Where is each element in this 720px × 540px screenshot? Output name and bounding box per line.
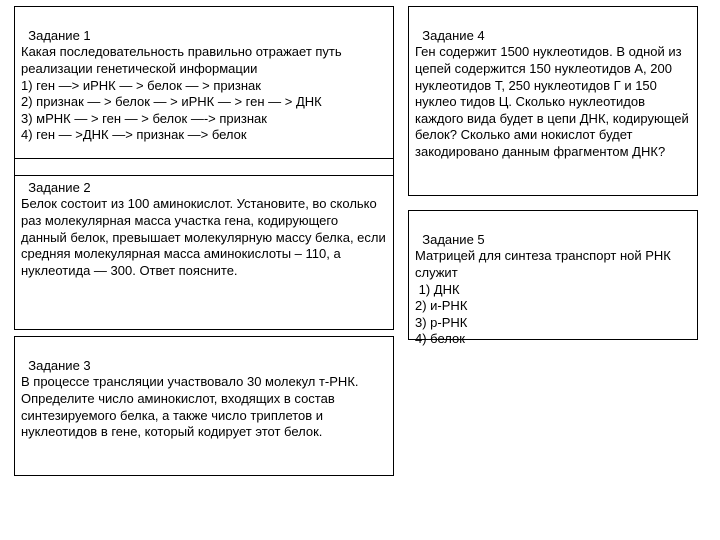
- task-3-text: Задание 3 В процессе трансляции участвов…: [21, 358, 362, 440]
- task-2-box: Задание 2 Белок состоит из 100 аминокисл…: [14, 158, 394, 330]
- task-2-text: Задание 2 Белок состоит из 100 аминокисл…: [21, 180, 389, 278]
- task-4-box: Задание 4 Ген содержит 1500 нуклеотидов.…: [408, 6, 698, 196]
- task-4-text: Задание 4 Ген содержит 1500 нуклеотидов.…: [415, 28, 692, 159]
- task-5-box: Задание 5 Матрицей для синтеза транспорт…: [408, 210, 698, 340]
- task-1-box: Задание 1 Какая последовательность прави…: [14, 6, 394, 176]
- task-1-text: Задание 1 Какая последовательность прави…: [21, 28, 345, 143]
- task-3-box: Задание 3 В процессе трансляции участвов…: [14, 336, 394, 476]
- task-5-text: Задание 5 Матрицей для синтеза транспорт…: [415, 232, 675, 347]
